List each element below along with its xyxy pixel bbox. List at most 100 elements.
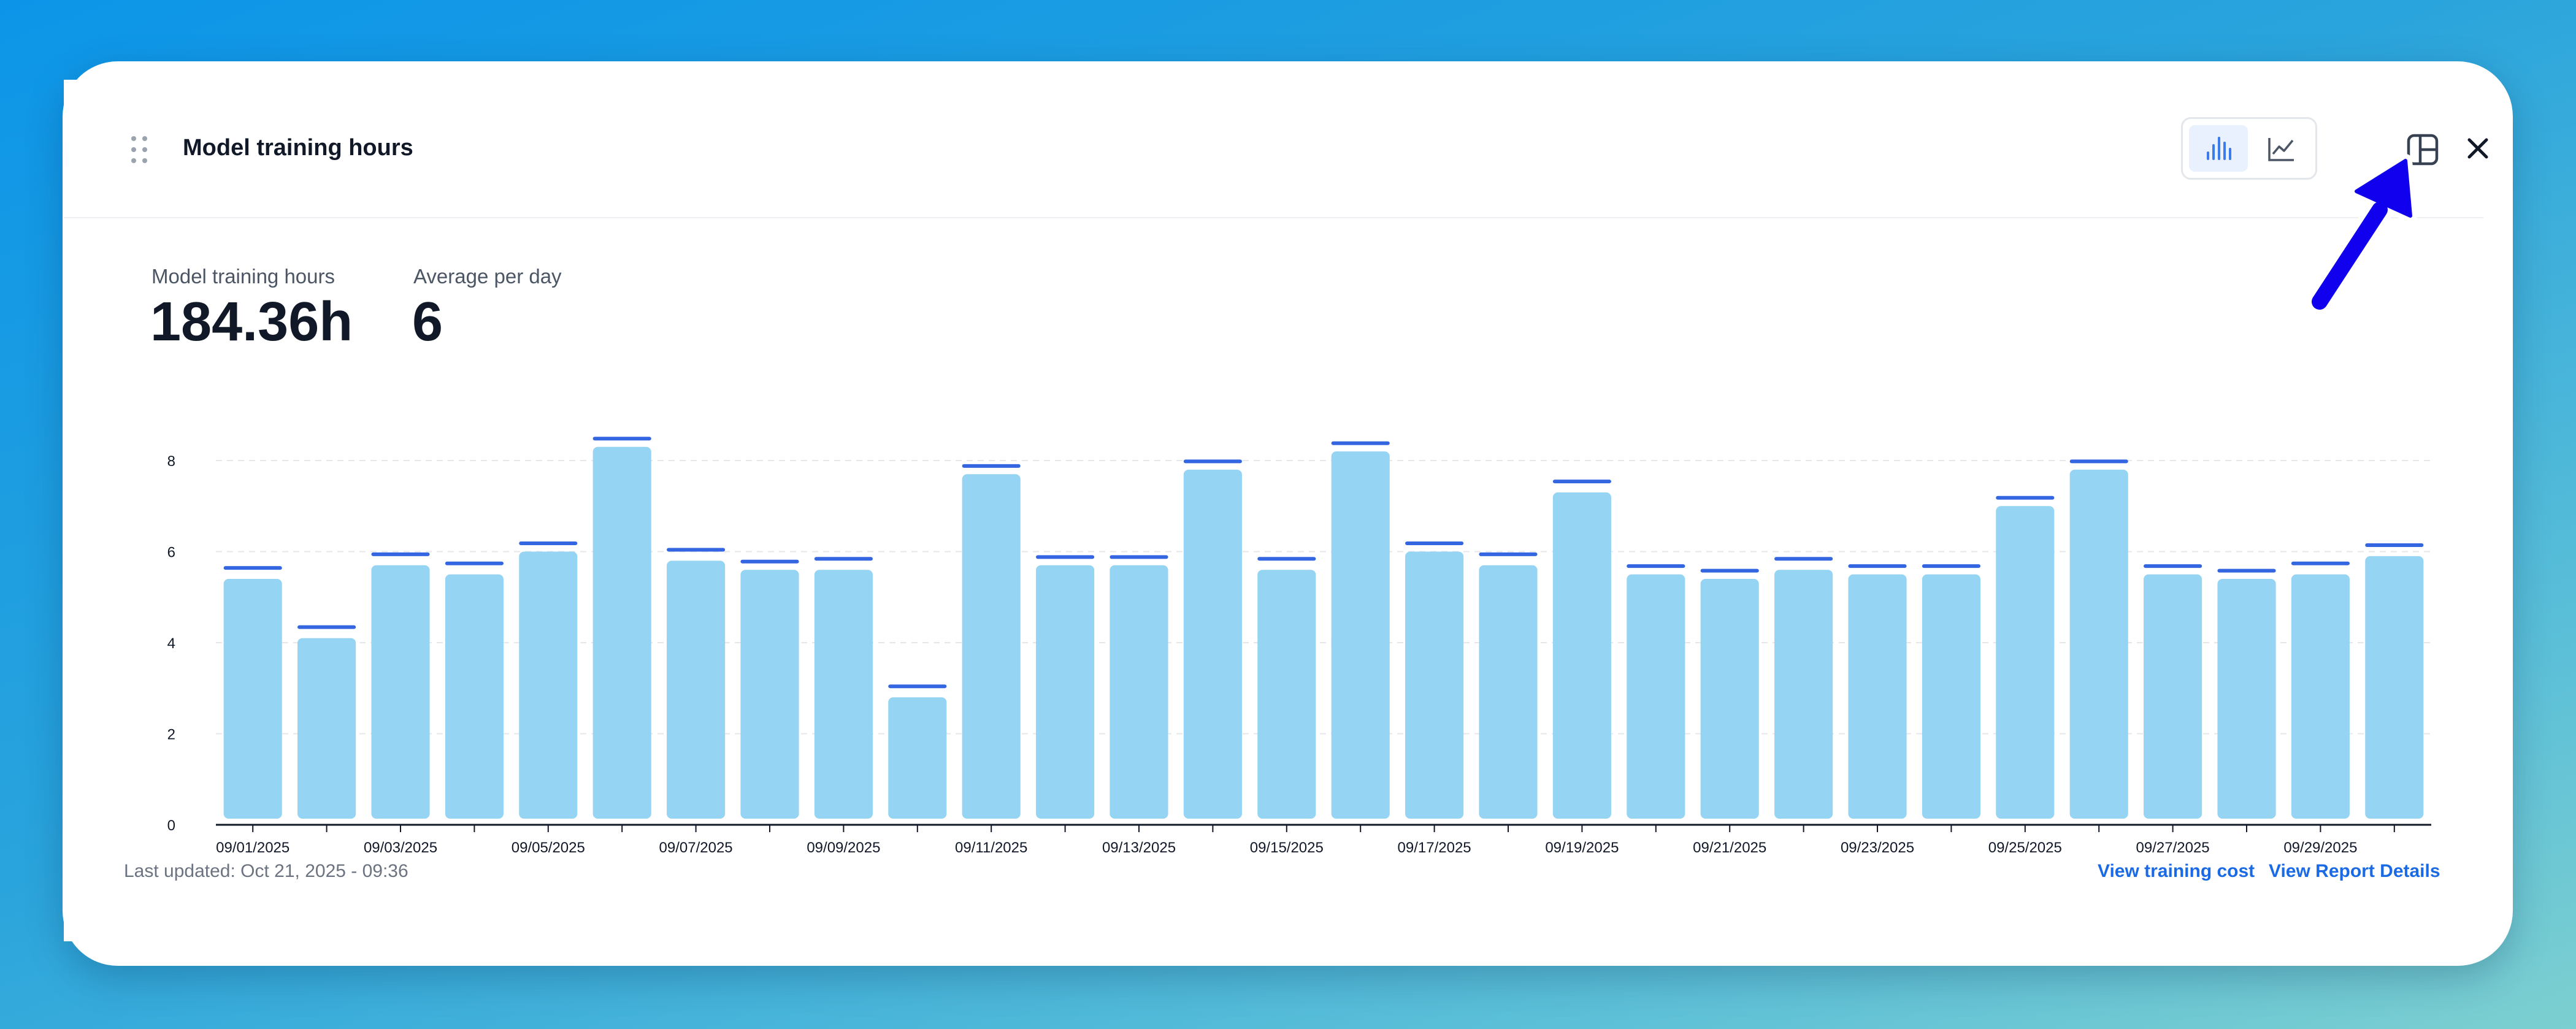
bar [1774,570,1833,819]
bar-chart: 0 2 4 6 8 09/01/2025 09/03/2025 09/05/2025 09/07… [167,437,2431,856]
bar [1848,574,1907,819]
x-tick-label: 09/27/2025 [2136,840,2210,856]
bar-cap [519,541,578,546]
x-tick-label: 09/07/2025 [659,840,733,856]
bar-cap [1331,441,1390,445]
bar-cap [888,684,947,689]
bar [1922,574,1980,819]
bar [297,638,356,819]
bar [1331,451,1390,819]
bar [1110,565,1168,819]
widget-panel: Model training hours [64,80,2488,941]
bar-cap [1700,568,1759,573]
bar-cap [1996,495,2055,500]
bar [667,560,726,819]
bar-cap [2144,564,2202,568]
bar [814,570,873,819]
bar-cap [814,557,873,561]
widget-card: Model training hours [63,61,2513,966]
x-tick-label: 09/13/2025 [1102,840,1176,856]
bar-cap [1774,557,1833,561]
line-chart-button[interactable] [2252,125,2310,172]
bar [445,574,504,819]
kpi-total-value: 184.36h [150,291,353,353]
bar [2144,574,2202,819]
bar [962,474,1021,819]
bar-chart-icon [2207,137,2231,160]
layout-button[interactable] [2405,132,2440,167]
layout-icon [2407,134,2439,166]
bar-cap [592,437,651,441]
kpi-total-label: Model training hours [151,265,335,288]
y-tick-label: 8 [167,453,175,470]
chart-type-toggle [2181,117,2317,180]
bar-cap [667,548,726,552]
bar-cap [1922,564,1980,568]
bar-cap [1405,541,1464,546]
kpi-average-label: Average per day [413,265,562,288]
bar-cap [2291,561,2350,565]
bar-cap [1257,557,1316,561]
x-tick-label: 09/09/2025 [807,840,880,856]
bar-cap [371,552,430,556]
line-chart-icon [2268,138,2294,161]
x-tick-label: 09/23/2025 [1841,840,1914,856]
x-tick-label: 09/01/2025 [216,840,289,856]
bar [2069,469,2128,819]
bar-cap [1110,555,1168,559]
x-tick-label: 09/05/2025 [512,840,585,856]
bar-cap [2365,543,2424,548]
bar [1257,570,1316,819]
x-tick-label: 09/15/2025 [1250,840,1324,856]
y-tick-label: 6 [167,545,175,561]
bar-cap [445,561,504,565]
x-tick-label: 09/19/2025 [1545,840,1619,856]
bar-cap [223,566,282,570]
bar [1183,469,1242,819]
bar-cap [1479,552,1538,556]
bar [1552,492,1611,819]
widget-title: Model training hours [183,135,413,161]
last-updated-text: Last updated: Oct 21, 2025 - 09:36 [124,861,408,881]
bar-cap [1627,564,1685,568]
y-tick-label: 2 [167,727,175,743]
view-report-details-link[interactable]: View Report Details [2269,861,2440,881]
bar-cap [1183,459,1242,464]
drag-handle-icon[interactable] [131,136,150,164]
bar-cap [962,464,1021,468]
bar-cap [1036,555,1095,559]
close-button[interactable] [2463,134,2493,163]
bar [1036,565,1095,819]
bar [740,570,799,819]
bar [1700,579,1759,819]
bar-chart-button[interactable] [2189,125,2248,172]
view-training-cost-link[interactable]: View training cost [2098,861,2255,881]
bar [371,565,430,819]
widget-content: Model training hours 184.36h Average per… [64,218,2483,941]
bar [2291,574,2350,819]
bar-cap [297,625,356,629]
bar-cap [740,559,799,564]
bar [1627,574,1685,819]
x-tick-label: 09/21/2025 [1693,840,1766,856]
bar [592,446,651,819]
bar [888,697,947,819]
widget-header: Model training hours [64,80,2488,218]
close-icon [2467,138,2488,159]
bar [1479,565,1538,819]
x-tick-label: 09/17/2025 [1398,840,1471,856]
bar [2217,579,2276,819]
bar-cap [1552,480,1611,484]
bar [1996,506,2055,819]
bar [1405,551,1464,819]
y-tick-label: 4 [167,635,175,652]
bar-cap [2217,568,2276,573]
bar-cap [2069,459,2128,464]
bar [2365,556,2424,819]
bar-cap [1848,564,1907,568]
x-tick-label: 09/11/2025 [955,840,1027,856]
x-tick-label: 09/03/2025 [364,840,437,856]
bar [519,551,578,819]
bar [223,579,282,819]
kpi-average-value: 6 [412,291,443,353]
